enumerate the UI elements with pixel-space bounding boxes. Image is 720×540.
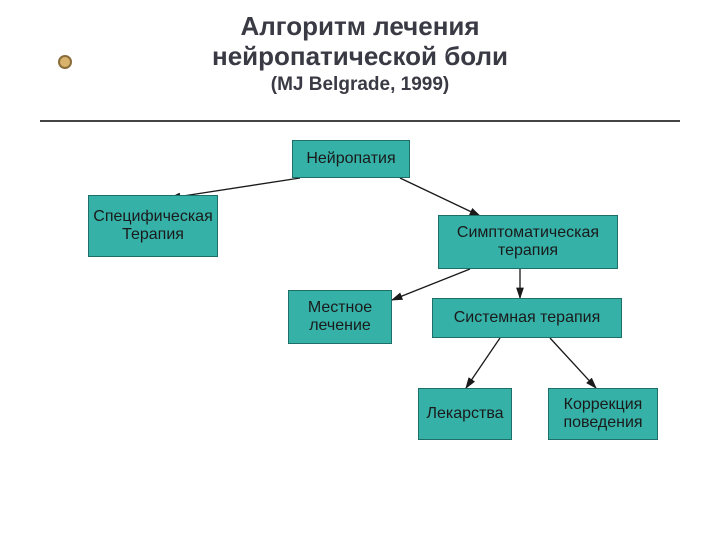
node-behavior: Коррекцияповедения — [548, 388, 658, 440]
node-symptomatic: Симптоматическаятерапия — [438, 215, 618, 269]
node-specific: СпецифическаяТерапия — [88, 195, 218, 257]
title-divider — [40, 120, 680, 122]
node-label: Нейропатия — [306, 150, 395, 168]
title-line2: нейропатической боли — [0, 42, 720, 72]
node-neuropathy: Нейропатия — [292, 140, 410, 178]
node-label: СпецифическаяТерапия — [93, 208, 212, 245]
title-line1: Алгоритм лечения — [0, 12, 720, 42]
edge — [400, 178, 480, 216]
diagram-stage: Алгоритм лечения нейропатической боли (M… — [0, 0, 720, 540]
node-label: Коррекцияповедения — [563, 396, 642, 433]
node-label: Местноелечение — [308, 299, 372, 336]
node-label: Лекарства — [426, 405, 503, 423]
edge — [466, 338, 500, 388]
node-systemic: Системная терапия — [432, 298, 622, 338]
title-subtitle: (MJ Belgrade, 1999) — [0, 74, 720, 96]
edge — [392, 269, 470, 300]
node-label: Системная терапия — [454, 309, 601, 327]
title-block: Алгоритм лечения нейропатической боли (M… — [0, 12, 720, 96]
node-drugs: Лекарства — [418, 388, 512, 440]
edge — [550, 338, 596, 388]
node-local: Местноелечение — [288, 290, 392, 344]
node-label: Симптоматическаятерапия — [457, 224, 599, 261]
